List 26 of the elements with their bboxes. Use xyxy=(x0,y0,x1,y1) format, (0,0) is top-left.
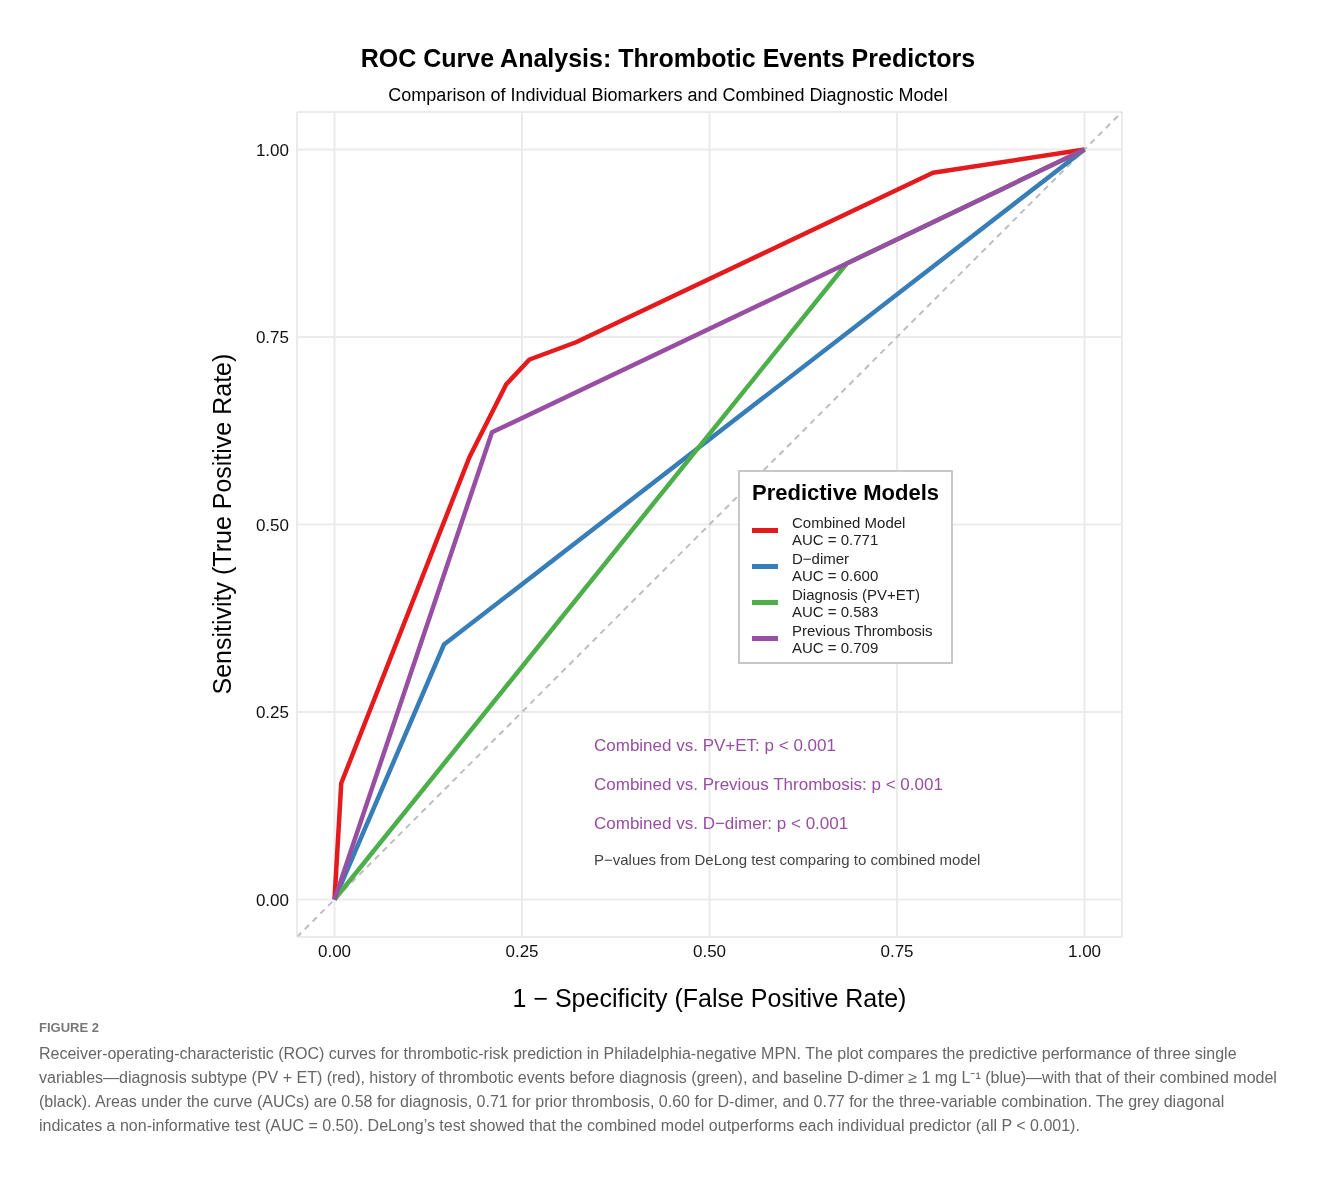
legend-label: Previous Thrombosis AUC = 0.709 xyxy=(792,622,933,656)
text: Receiver-operating-characteristic (ROC) curves for thrombotic-risk prediction in Philadelphia-negative MPN. The plot compares the predictive performance of three single variables—diagnosis subtype (PV + ET) (red), history of thrombotic events before diagnosis (green), and baseline D-dimer ≥ 1 mg L⁻¹ (blue)—with that of their combined model (black). Areas under the curve (AUCs) are 0.58 for diagnosis, 0.71 for prior thrombosis, 0.60 for D-dimer, and 0.77 for the three-variable combination. The grey diagonal indicates a non-informative test (AUC = 0.50). DeLong’s test showed that the combined model outperforms each individual predictor (all P < 0.001). xyxy=(39,1044,1278,1136)
y-tick-label: 0.25 xyxy=(255,703,289,723)
chart-title: ROC Curve Analysis: Thrombotic Events Predictors xyxy=(359,44,977,73)
legend-label: Diagnosis (PV+ET) AUC = 0.583 xyxy=(792,586,920,620)
y-axis-title: Sensitivity (True Positive Rate) xyxy=(207,353,236,695)
x-tick-label: 0.75 xyxy=(880,942,914,962)
annotation: Combined vs. PV+ET: p < 0.001 xyxy=(594,736,836,756)
x-tick-label: 0.50 xyxy=(692,942,727,962)
annotation: Combined vs. Previous Thrombosis: p < 0.001 xyxy=(594,775,943,795)
legend-title: Predictive Models xyxy=(752,480,940,506)
annotation: Combined vs. D−dimer: p < 0.001 xyxy=(594,814,849,834)
line-series xyxy=(332,147,1087,902)
annotation: P−values from DeLong test comparing to combined model xyxy=(594,851,981,868)
legend-label: Combined Model AUC = 0.771 xyxy=(792,514,906,548)
x-axis-title: 1 − Specificity (False Positive Rate) xyxy=(512,984,907,1012)
legend-label: D−dimer AUC = 0.600 xyxy=(792,550,879,584)
x-tick-label: 0.00 xyxy=(317,942,352,962)
y-tick-label: 0.75 xyxy=(255,328,289,348)
y-tick-label: 0.00 xyxy=(255,890,289,910)
x-tick-label: 1.00 xyxy=(1067,942,1102,962)
x-tick-label: 0.25 xyxy=(505,942,539,962)
y-tick-label: 1.00 xyxy=(255,140,289,160)
caption: FIGURE 2 xyxy=(39,1020,99,1035)
chart-subtitle: Comparison of Individual Biomarkers and Combined Diagnostic Model xyxy=(387,85,949,106)
y-tick-label: 0.50 xyxy=(255,515,289,535)
